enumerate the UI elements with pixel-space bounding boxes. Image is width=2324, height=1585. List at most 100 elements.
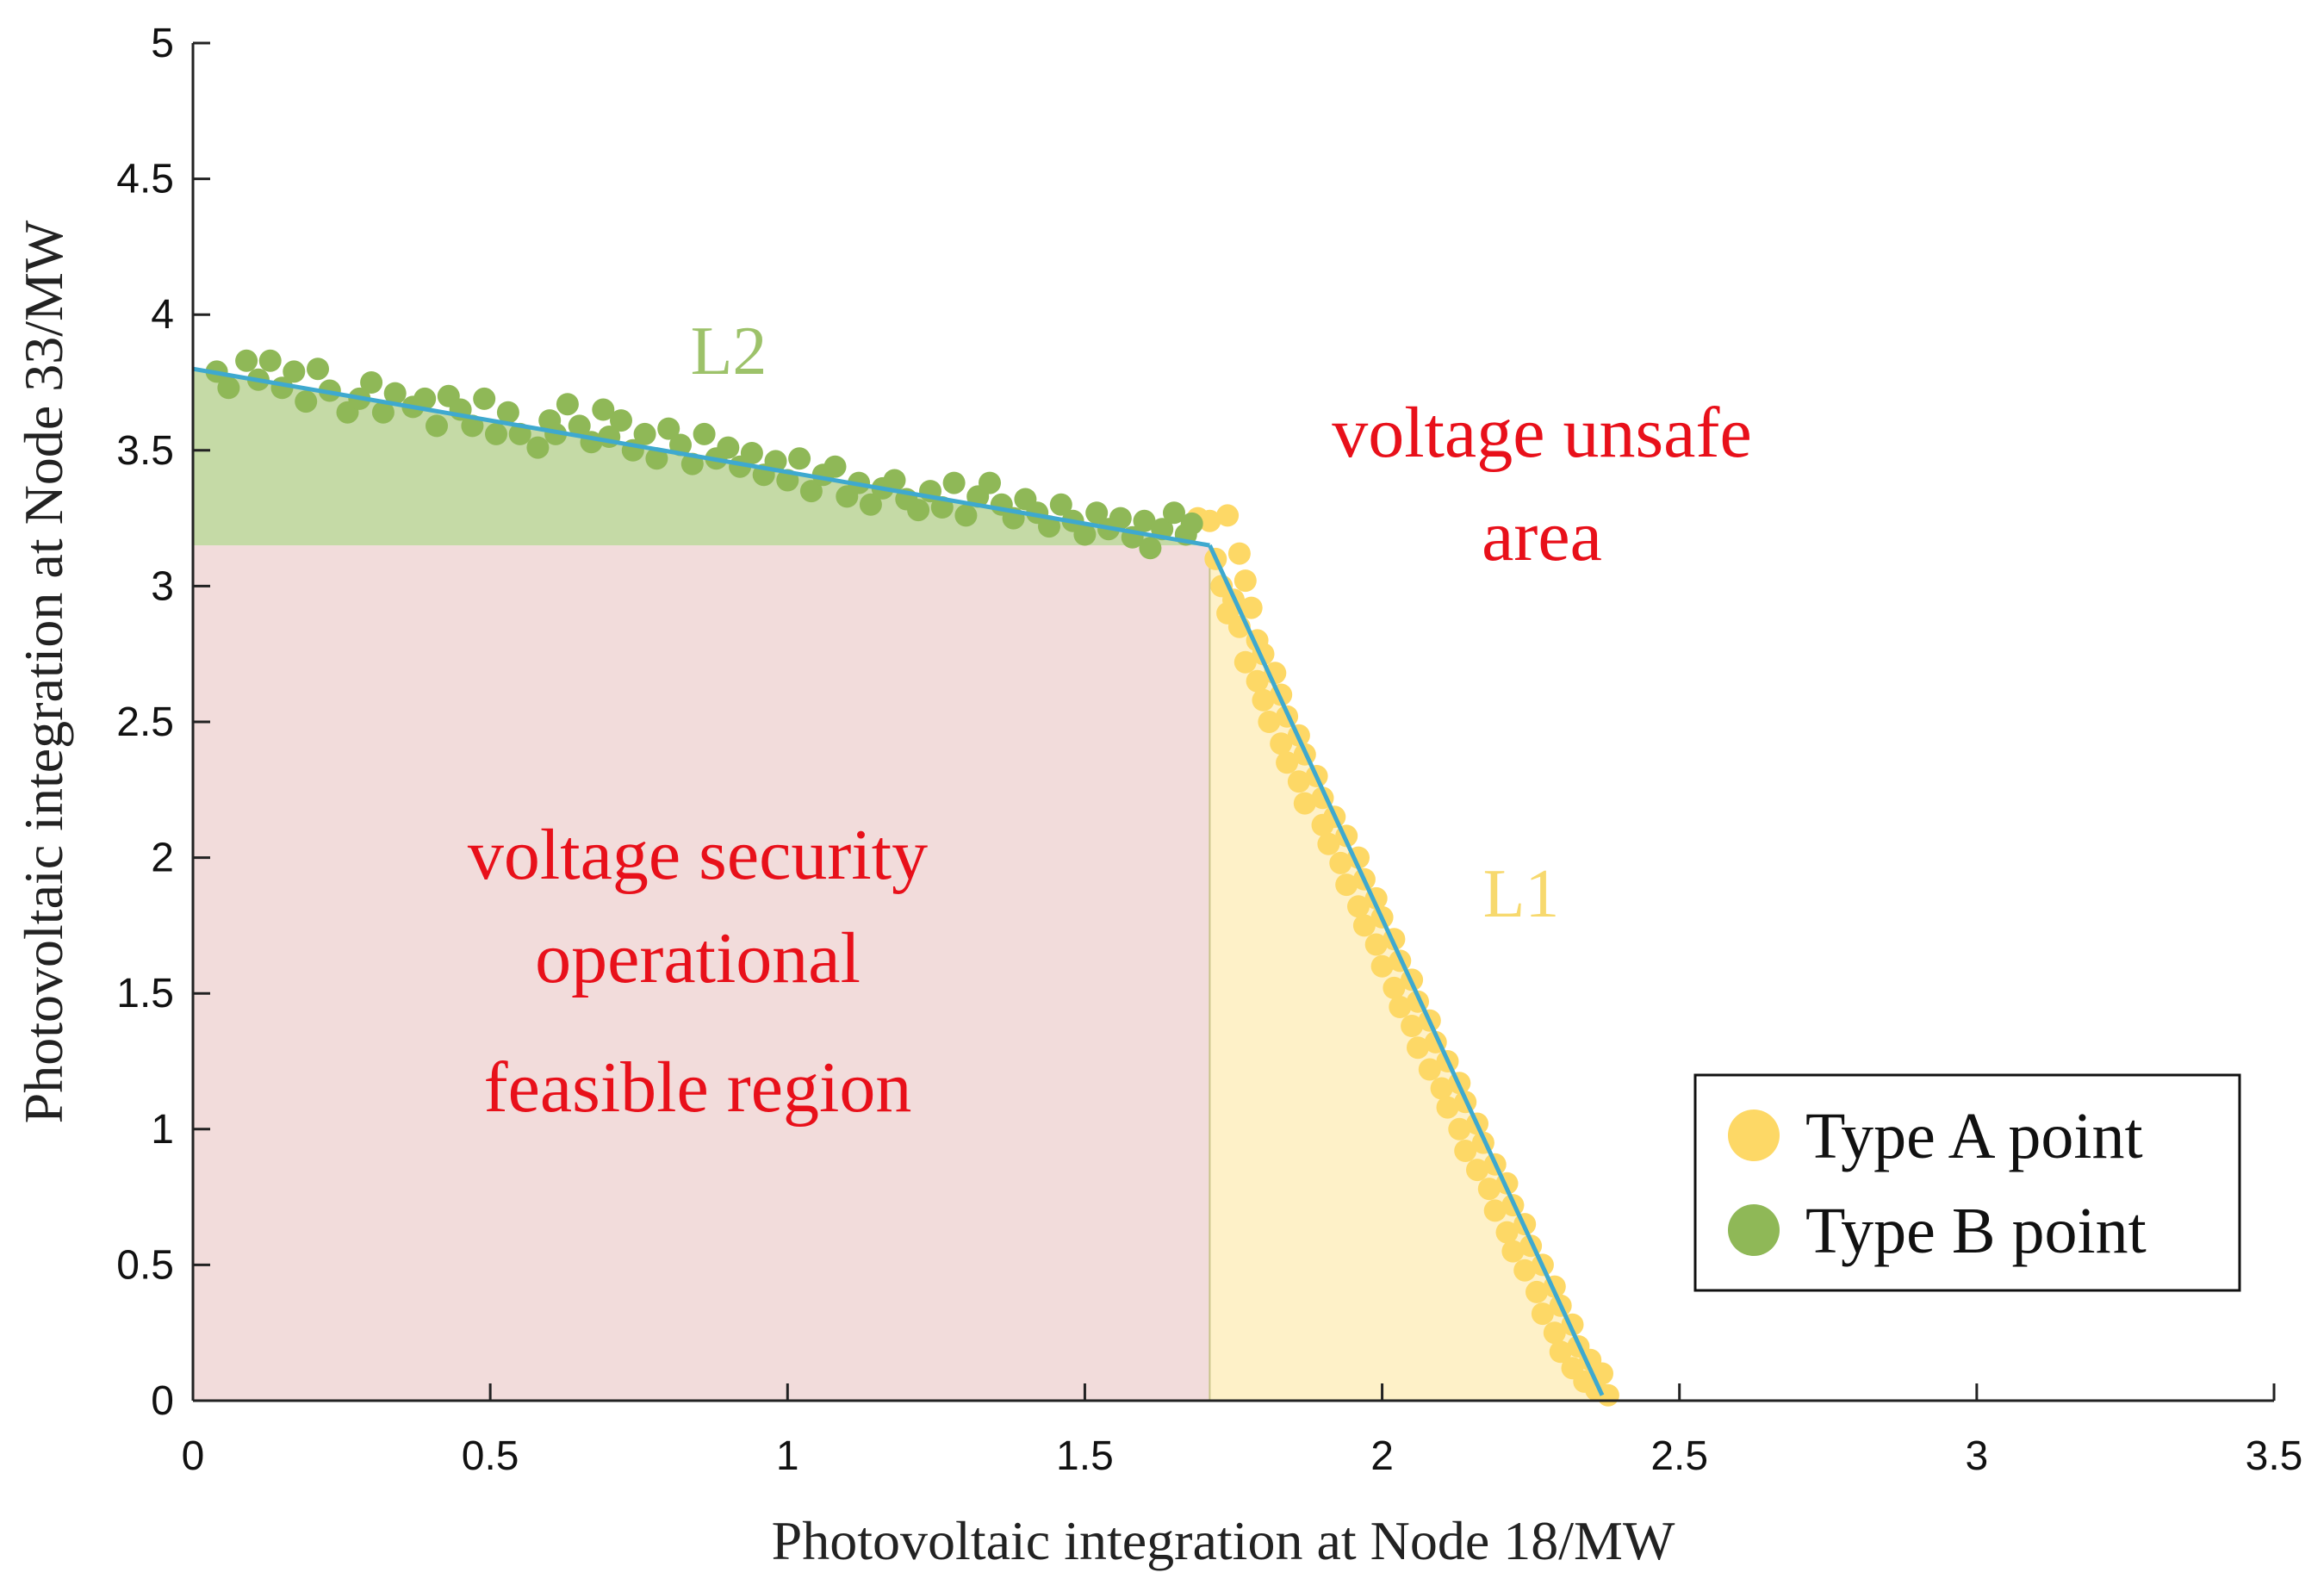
type-b-point bbox=[740, 442, 763, 464]
type-b-point bbox=[473, 387, 496, 410]
type-b-point bbox=[657, 417, 680, 440]
type-b-point bbox=[979, 471, 1001, 494]
type-b-point bbox=[1073, 523, 1097, 546]
legend-label-type-b: Type B point bbox=[1805, 1195, 2147, 1267]
boundary-line-l1 bbox=[1208, 544, 1605, 1396]
type-a-point bbox=[1317, 832, 1340, 855]
type-a-point bbox=[1329, 851, 1352, 874]
type-b-point bbox=[883, 469, 906, 492]
x-tick-label: 0.5 bbox=[462, 1433, 519, 1479]
feasible-region-label-line-1: voltage security bbox=[468, 815, 928, 895]
y-tick-label: 0.5 bbox=[116, 1242, 174, 1288]
type-b-point bbox=[544, 422, 568, 445]
type-b-point bbox=[383, 382, 407, 405]
y-tick-label: 3 bbox=[151, 563, 174, 609]
type-a-point bbox=[1258, 711, 1281, 733]
type-a-point bbox=[1216, 504, 1240, 527]
type-a-point bbox=[1436, 1096, 1459, 1119]
type-b-point bbox=[717, 436, 740, 459]
type-a-point bbox=[1370, 954, 1394, 978]
type-a-point bbox=[1401, 1015, 1424, 1037]
l2-line-label: L2 bbox=[691, 314, 767, 389]
type-a-point bbox=[1448, 1117, 1471, 1141]
type-b-point bbox=[556, 393, 579, 416]
type-b-point bbox=[360, 371, 383, 394]
x-tick-label: 2 bbox=[1370, 1433, 1394, 1479]
type-a-point bbox=[1293, 792, 1316, 815]
points-layer bbox=[205, 349, 1619, 1407]
unsafe-area-label-line-2: area bbox=[1482, 496, 1602, 576]
type-b-point bbox=[633, 422, 656, 445]
y-axis-title: Photovoltaic integration at Node 33/MW bbox=[13, 220, 74, 1123]
boundary-line-l2 bbox=[192, 366, 1210, 548]
type-b-point bbox=[371, 401, 395, 424]
type-b-point bbox=[764, 450, 787, 473]
feasible-region bbox=[193, 545, 1210, 1401]
y-tick-label: 4.5 bbox=[116, 157, 174, 202]
type-b-point bbox=[1163, 501, 1185, 525]
type-b-point bbox=[799, 480, 823, 503]
type-b-point bbox=[485, 422, 507, 445]
type-a-point bbox=[1276, 751, 1299, 774]
type-a-point bbox=[1495, 1221, 1519, 1244]
type-a-point bbox=[1513, 1259, 1537, 1282]
type-a-point bbox=[1335, 873, 1358, 897]
x-axis-title: Photovoltaic integration at Node 18/MW bbox=[772, 1510, 1675, 1571]
y-tick-label: 5 bbox=[151, 21, 174, 66]
x-tick-label: 3.5 bbox=[2246, 1433, 2303, 1479]
type-b-point bbox=[426, 414, 448, 438]
feasible-region-label-line-2: operational bbox=[535, 918, 861, 998]
type-a-point bbox=[1252, 688, 1275, 712]
legend: Type A point Type B point bbox=[1693, 1073, 2241, 1292]
type-b-point bbox=[788, 447, 811, 470]
type-b-point bbox=[307, 357, 329, 381]
y-tick-label: 4 bbox=[151, 292, 174, 338]
type-b-point bbox=[1133, 509, 1156, 532]
type-b-point bbox=[1049, 493, 1072, 516]
type-b-point bbox=[610, 409, 632, 432]
type-a-point bbox=[1233, 569, 1257, 593]
type-b-point bbox=[496, 401, 519, 424]
type-a-point bbox=[1352, 914, 1376, 937]
type-b-point bbox=[823, 455, 847, 478]
type-a-point bbox=[1383, 976, 1406, 999]
type-a-point bbox=[1483, 1199, 1507, 1222]
type-b-point bbox=[295, 390, 318, 413]
legend-marker-type-b bbox=[1728, 1204, 1780, 1256]
type-b-point bbox=[1139, 537, 1162, 560]
type-b-point bbox=[568, 414, 591, 438]
x-tick-label: 0 bbox=[182, 1433, 205, 1479]
type-a-point bbox=[1227, 542, 1251, 565]
y-tick-label: 3.5 bbox=[116, 428, 174, 474]
legend-marker-type-a bbox=[1728, 1110, 1780, 1161]
type-a-point bbox=[1407, 1036, 1429, 1060]
type-a-point bbox=[1526, 1280, 1548, 1303]
type-b-point bbox=[693, 422, 716, 445]
type-b-point bbox=[1085, 501, 1109, 525]
type-a-point bbox=[1430, 1077, 1453, 1100]
type-b-point bbox=[1109, 507, 1132, 530]
type-a-point bbox=[1364, 933, 1388, 956]
type-a-point bbox=[1477, 1178, 1501, 1201]
type-a-point bbox=[1347, 895, 1370, 918]
l1-line-label: L1 bbox=[1483, 856, 1560, 932]
type-a-point bbox=[1270, 732, 1293, 755]
type-a-point bbox=[1389, 996, 1412, 1018]
type-b-point bbox=[592, 398, 615, 421]
y-tick-label: 1.5 bbox=[116, 971, 174, 1016]
x-tick-label: 3 bbox=[1966, 1433, 1989, 1479]
legend-box bbox=[1693, 1073, 2241, 1292]
type-b-point bbox=[258, 349, 282, 372]
type-b-point bbox=[217, 376, 240, 400]
type-b-point bbox=[859, 493, 882, 516]
type-a-point bbox=[1287, 770, 1310, 793]
type-b-point bbox=[645, 447, 668, 470]
y-tick-label: 1 bbox=[151, 1107, 174, 1153]
axes: 0 0.5 1 1.5 2 2.5 3 3.5 0 0.5 1 1.5 2 2.5 3 3.5 4 4.5 5 bbox=[116, 21, 2302, 1479]
y-tick-label: 2.5 bbox=[116, 699, 174, 745]
type-b-point bbox=[907, 499, 930, 522]
x-tick-label: 1.5 bbox=[1056, 1433, 1114, 1479]
type-a-point bbox=[1246, 669, 1269, 693]
type-a-point bbox=[1531, 1302, 1554, 1326]
